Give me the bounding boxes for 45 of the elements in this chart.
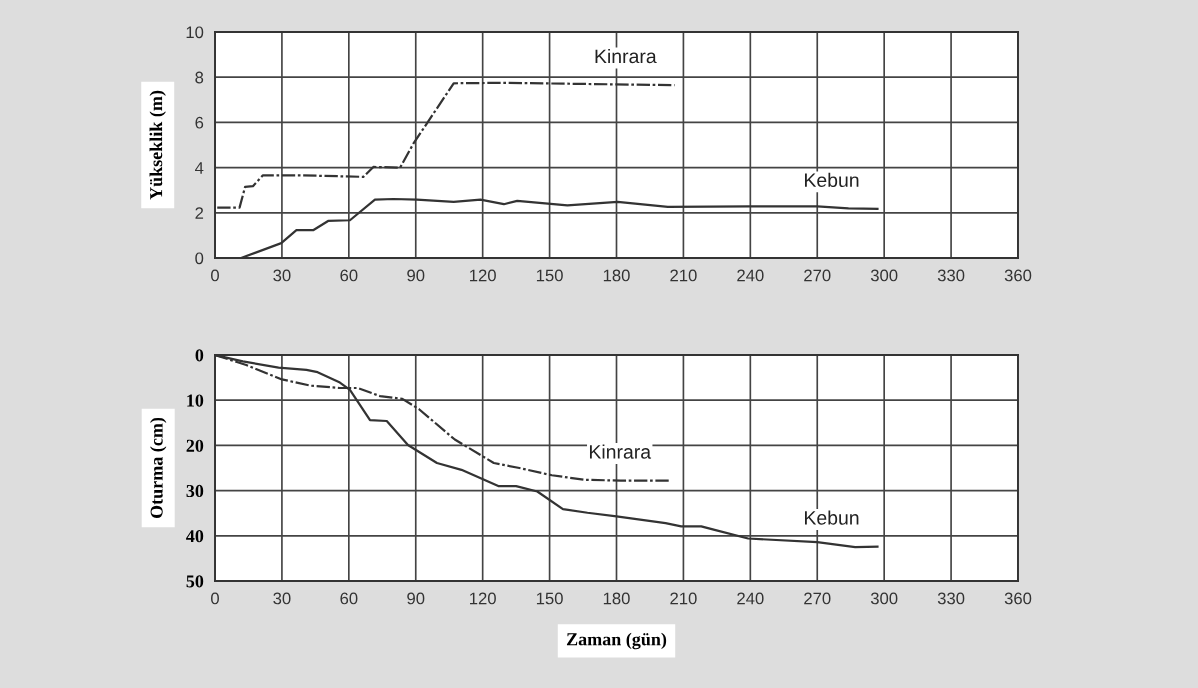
x-tick-label: 330 — [937, 269, 965, 282]
y-tick-label: 20 — [186, 439, 204, 452]
x-tick-label: 60 — [340, 269, 358, 282]
x-tick-label: 30 — [273, 592, 291, 605]
x-tick-label: 270 — [804, 269, 831, 282]
x-tick-label: 240 — [737, 269, 764, 282]
y-tick-label: 6 — [195, 116, 204, 129]
x-tick-label: 330 — [937, 592, 965, 605]
x-tick-label: 360 — [1004, 592, 1032, 605]
x-tick-label: 360 — [1004, 269, 1032, 282]
y-tick-label: 2 — [195, 207, 204, 219]
x-tick-label: 210 — [670, 592, 697, 605]
x-tick-label: 120 — [470, 592, 496, 605]
x-tick-label: 60 — [340, 592, 358, 605]
series-label: Kebun — [805, 172, 859, 188]
x-tick-label: 210 — [670, 269, 697, 282]
x-axis-title: Zaman (gün) — [566, 632, 667, 650]
y-tick-label: 50 — [186, 575, 204, 588]
y-tick-label: 0 — [195, 349, 204, 362]
series-label: Kinrara — [595, 48, 657, 64]
x-tick-label: 300 — [870, 269, 898, 282]
y-tick-label: 0 — [195, 252, 204, 265]
y-axis-title: Oturma (cm) — [150, 417, 167, 518]
series-label: Kebun — [805, 510, 859, 525]
y-axis-title: Yükseklik (m) — [149, 90, 166, 200]
y-tick-label: 30 — [186, 484, 204, 498]
x-tick-label: 180 — [603, 269, 630, 282]
x-tick-label: 0 — [211, 592, 219, 605]
series-label: Kinrara — [589, 444, 652, 459]
x-tick-label: 300 — [870, 592, 898, 605]
x-tick-label: 90 — [407, 592, 425, 605]
y-tick-label: 10 — [186, 26, 204, 39]
y-tick-label: 8 — [195, 71, 204, 84]
x-tick-label: 150 — [536, 269, 563, 282]
x-tick-label: 180 — [603, 592, 630, 605]
x-tick-label: 150 — [536, 592, 563, 605]
x-tick-label: 120 — [470, 269, 496, 282]
y-tick-label: 4 — [195, 162, 204, 174]
x-tick-label: 240 — [737, 592, 764, 605]
x-tick-label: 0 — [211, 269, 219, 282]
x-tick-label: 270 — [804, 592, 831, 605]
y-tick-label: 40 — [186, 530, 204, 543]
y-tick-label: 10 — [187, 394, 204, 407]
x-tick-label: 30 — [273, 269, 291, 282]
x-tick-label: 90 — [407, 269, 425, 282]
